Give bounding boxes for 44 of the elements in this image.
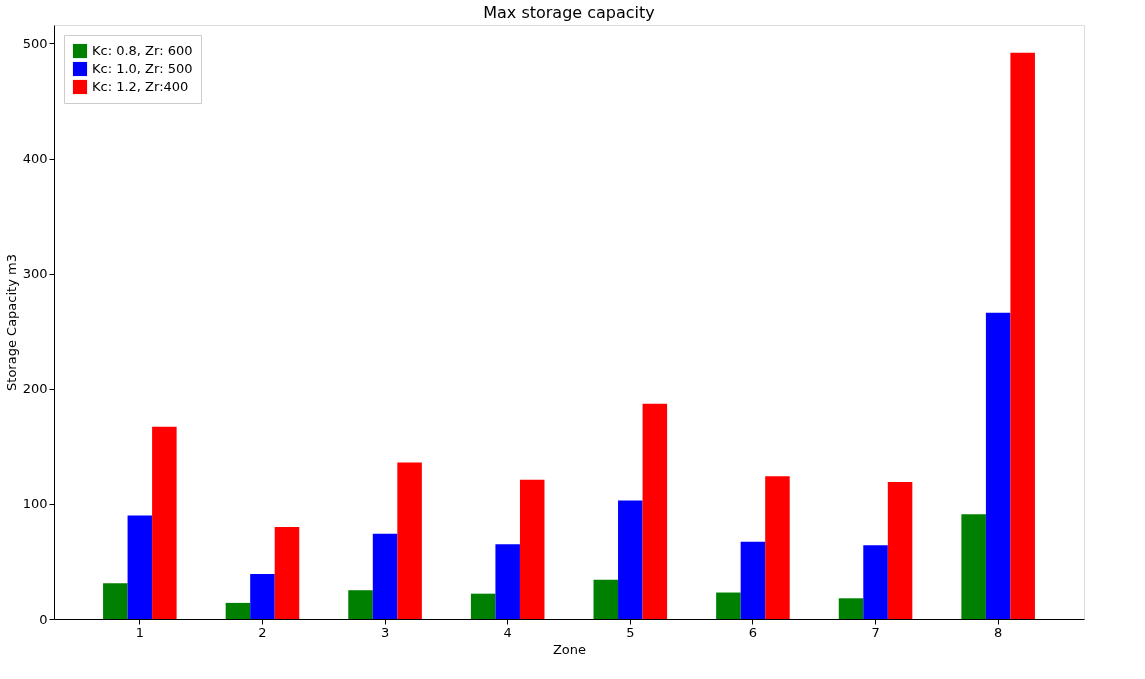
legend-label: Kc: 0.8, Zr: 600 [92, 43, 193, 58]
x-tick-label: 2 [258, 624, 267, 640]
bar [250, 574, 275, 619]
y-tick-label: 300 [22, 266, 48, 282]
bar [740, 541, 766, 619]
x-tick-label: 5 [626, 624, 635, 640]
x-tick-label: 8 [994, 624, 1003, 640]
bar [765, 476, 790, 619]
y-axis-title: Storage Capacity m3 [3, 254, 19, 391]
bar [716, 592, 741, 619]
bar [642, 403, 668, 619]
x-tick-label: 3 [380, 624, 390, 640]
bar [618, 500, 643, 619]
y-tick-label: 500 [22, 35, 48, 51]
bar [127, 515, 153, 619]
x-tick-label: 6 [748, 624, 758, 640]
bar [519, 479, 545, 619]
bar [372, 533, 398, 619]
bar [348, 590, 373, 619]
y-tick-label: 200 [22, 381, 48, 397]
bar [1010, 52, 1035, 619]
x-tick-label: 4 [503, 624, 512, 640]
bar [152, 426, 177, 619]
bar [887, 482, 913, 619]
y-tick-label: 100 [22, 496, 48, 512]
bar [863, 545, 888, 619]
bar [397, 462, 422, 619]
bar [495, 544, 520, 619]
x-axis-title: Zone [552, 641, 587, 657]
bar [274, 526, 300, 619]
bar [593, 579, 619, 619]
bar [103, 583, 128, 619]
x-tick-label: 1 [135, 624, 144, 640]
bar [225, 602, 251, 619]
bar [470, 593, 496, 619]
y-tick-label: 400 [22, 151, 48, 167]
bar [985, 312, 1011, 619]
bar [838, 598, 864, 619]
x-tick-label: 7 [871, 624, 880, 640]
bar [961, 514, 986, 619]
y-tick-label: 0 [39, 611, 48, 627]
legend-label: Kc: 1.0, Zr: 500 [92, 61, 193, 76]
legend-label: Kc: 1.2, Zr:400 [92, 79, 189, 94]
chart-title: Max storage capacity [483, 3, 655, 22]
